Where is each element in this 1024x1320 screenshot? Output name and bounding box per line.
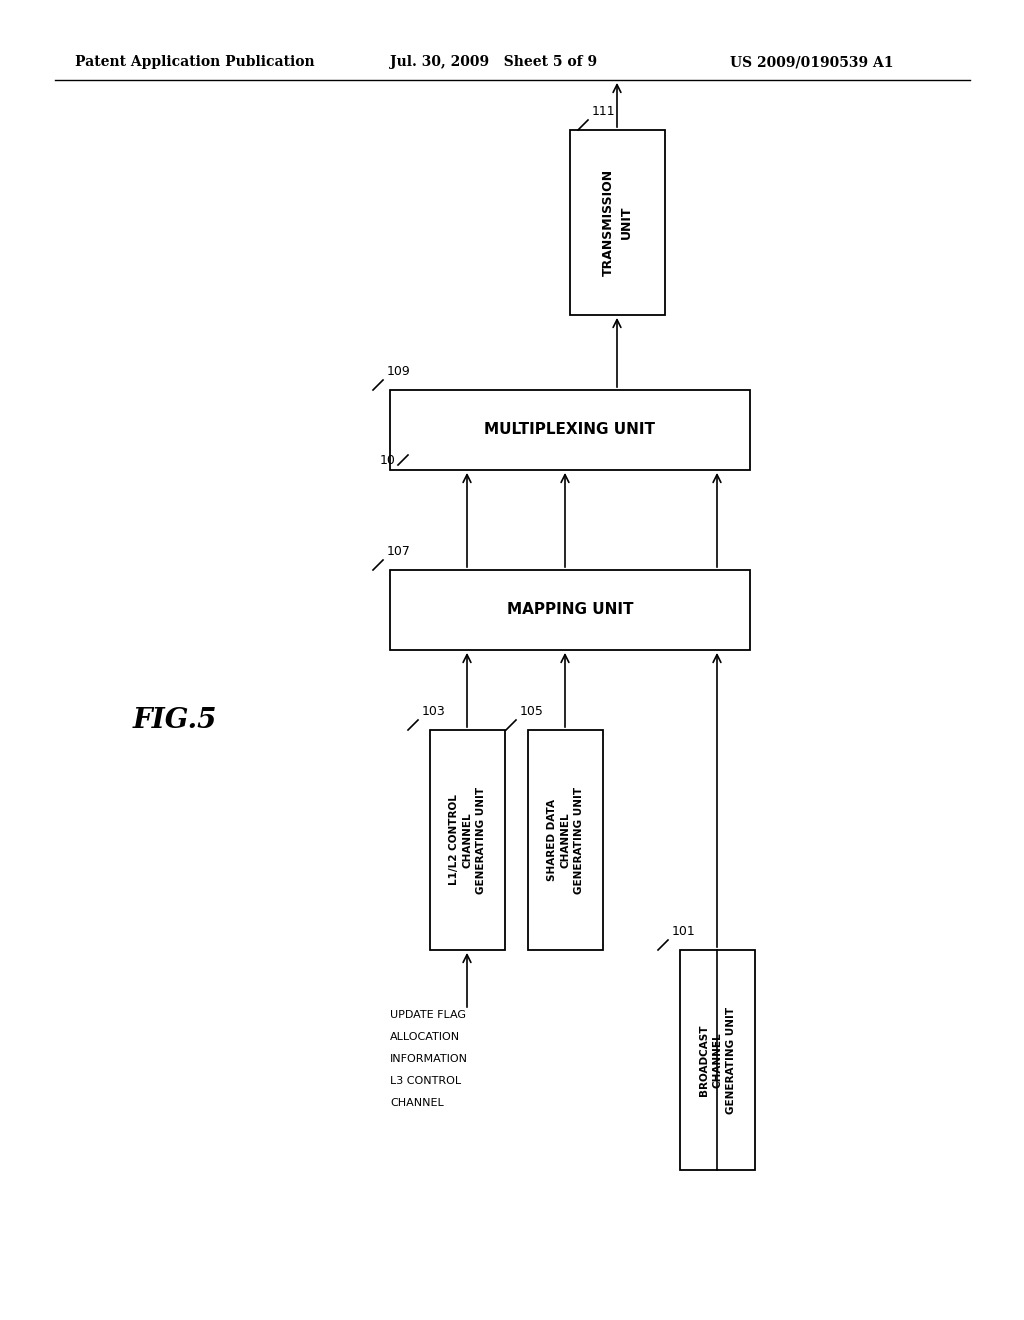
Text: L3 CONTROL: L3 CONTROL bbox=[390, 1076, 461, 1086]
Text: UPDATE FLAG: UPDATE FLAG bbox=[390, 1010, 466, 1020]
Text: INFORMATION: INFORMATION bbox=[390, 1053, 468, 1064]
Text: 10: 10 bbox=[380, 454, 396, 466]
Text: L1/L2 CONTROL
CHANNEL
GENERATING UNIT: L1/L2 CONTROL CHANNEL GENERATING UNIT bbox=[450, 787, 485, 894]
Text: US 2009/0190539 A1: US 2009/0190539 A1 bbox=[730, 55, 894, 69]
Bar bbox=[680, 950, 755, 1170]
Bar bbox=[390, 389, 750, 470]
Text: TRANSMISSION
UNIT: TRANSMISSION UNIT bbox=[602, 169, 633, 276]
Text: BROADCAST
CHANNEL
GENERATING UNIT: BROADCAST CHANNEL GENERATING UNIT bbox=[699, 1006, 735, 1114]
Text: MAPPING UNIT: MAPPING UNIT bbox=[507, 602, 633, 618]
Text: Jul. 30, 2009   Sheet 5 of 9: Jul. 30, 2009 Sheet 5 of 9 bbox=[390, 55, 597, 69]
Text: CHANNEL: CHANNEL bbox=[390, 1098, 443, 1107]
Bar bbox=[390, 570, 750, 649]
Text: MULTIPLEXING UNIT: MULTIPLEXING UNIT bbox=[484, 422, 655, 437]
Bar bbox=[528, 730, 603, 950]
Text: Patent Application Publication: Patent Application Publication bbox=[75, 55, 314, 69]
Text: 105: 105 bbox=[520, 705, 544, 718]
Text: 101: 101 bbox=[672, 925, 695, 939]
Text: 111: 111 bbox=[592, 106, 615, 117]
Text: SHARED DATA
CHANNEL
GENERATING UNIT: SHARED DATA CHANNEL GENERATING UNIT bbox=[547, 787, 584, 894]
Text: 107: 107 bbox=[387, 545, 411, 558]
Text: ALLOCATION: ALLOCATION bbox=[390, 1032, 460, 1041]
Bar bbox=[570, 129, 665, 315]
Text: 103: 103 bbox=[422, 705, 445, 718]
Text: FIG.5: FIG.5 bbox=[133, 706, 217, 734]
Bar bbox=[430, 730, 505, 950]
Text: 109: 109 bbox=[387, 366, 411, 378]
